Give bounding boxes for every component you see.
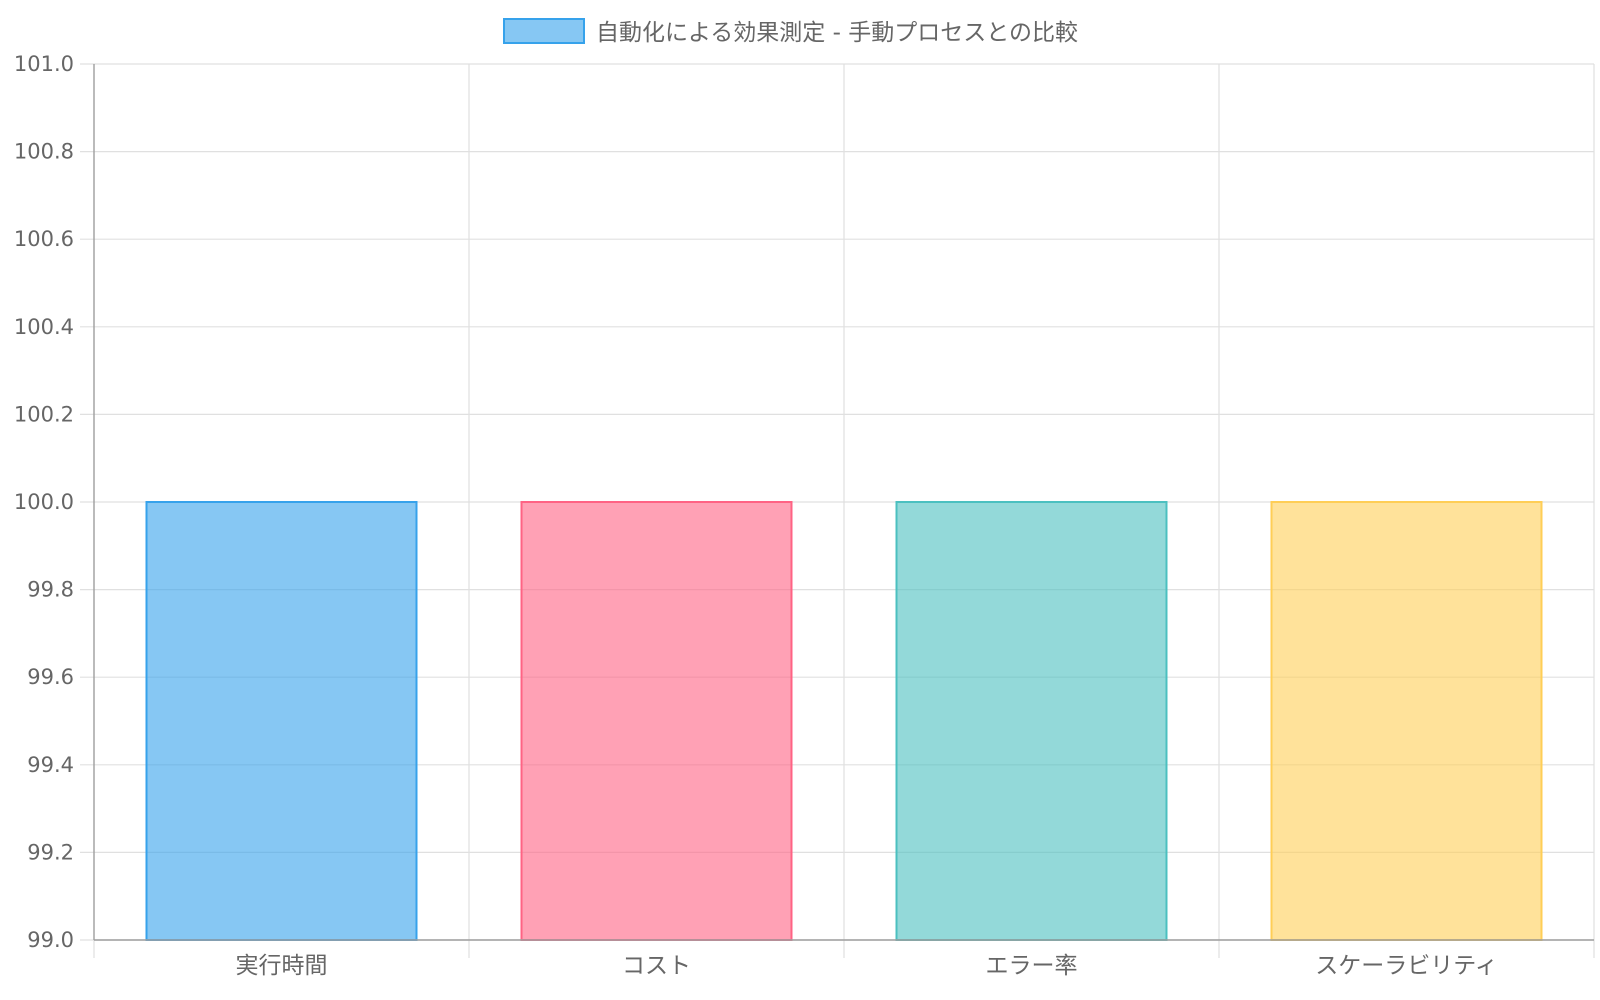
bar-3[interactable]: [895, 501, 1168, 941]
y-tick-label: 99.8: [27, 578, 74, 602]
x-tick-label: エラー率: [986, 953, 1078, 979]
bar-1[interactable]: [145, 501, 418, 941]
bars: [145, 501, 1543, 941]
y-tick-label: 99.0: [27, 928, 74, 952]
legend[interactable]: 自動化による効果測定 - 手動プロセスとの比較: [503, 18, 1078, 46]
x-tick-label: 実行時間: [236, 953, 328, 979]
x-tick-label: スケーラビリティ: [1315, 953, 1498, 979]
y-tick-label: 100.0: [14, 490, 74, 514]
y-tick-label: 99.2: [27, 840, 74, 864]
y-tick-label: 100.4: [14, 315, 74, 339]
y-tick-label: 100.2: [14, 402, 74, 426]
bar-4[interactable]: [1270, 501, 1543, 941]
x-axis-ticks: 実行時間 コスト エラー率 スケーラビリティ: [236, 953, 1498, 979]
y-tick-label: 99.6: [27, 665, 74, 689]
bar-2[interactable]: [520, 501, 793, 941]
y-tick-label: 99.4: [27, 753, 74, 777]
legend-swatch: [503, 18, 585, 44]
y-tick-label: 100.8: [14, 140, 74, 164]
y-axis-ticks: 99.0 99.2 99.4 99.6 99.8 100.0 100.2 100.4 100.6…: [14, 52, 74, 952]
y-tick-label: 100.6: [14, 227, 74, 251]
x-tick-label: コスト: [622, 953, 691, 979]
legend-label: 自動化による効果測定 - 手動プロセスとの比較: [596, 20, 1078, 46]
y-tick-label: 101.0: [14, 52, 74, 76]
vertical-gridlines: [93, 64, 1595, 958]
